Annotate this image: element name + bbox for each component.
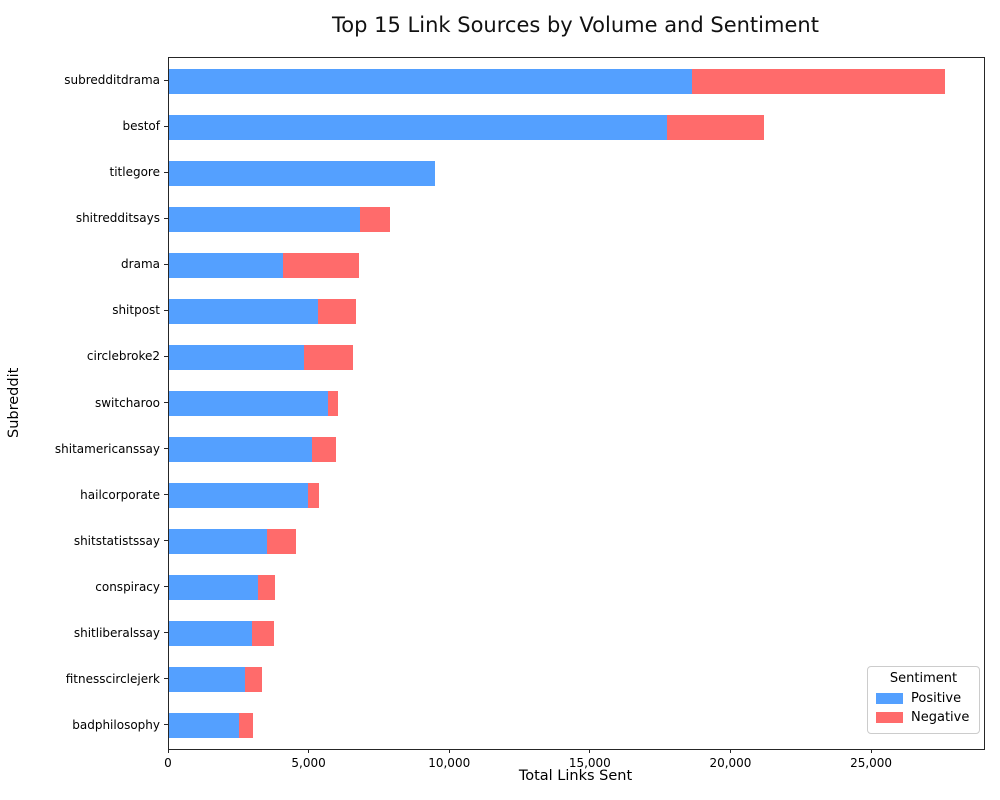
bar-row xyxy=(169,68,984,94)
legend-label-negative: Negative xyxy=(911,710,970,725)
positive-color-swatch xyxy=(876,693,903,704)
y-tick-mark xyxy=(164,540,168,542)
y-tick-label: shitredditsays xyxy=(75,211,160,226)
x-tick-label: 25,000 xyxy=(850,756,893,770)
y-tick-label: shitamericanssay xyxy=(54,441,160,456)
bar-segment-negative xyxy=(267,529,296,555)
bar-segment-positive xyxy=(169,391,329,416)
y-tick-mark xyxy=(164,355,168,357)
bar-segment-negative xyxy=(308,483,320,509)
bar-row xyxy=(169,252,984,278)
x-tick-label: 10,000 xyxy=(428,756,471,770)
y-tick-label: switcharoo xyxy=(94,395,160,410)
y-tick-label: subredditdrama xyxy=(64,73,160,88)
bar-row xyxy=(169,344,984,370)
bar-segment-negative xyxy=(257,575,276,601)
y-tick-label: shitpost xyxy=(112,303,160,318)
bar-segment-positive xyxy=(169,437,313,463)
x-tick-mark xyxy=(448,749,450,753)
bar-segment-positive xyxy=(169,206,361,232)
x-tick-mark xyxy=(729,749,731,753)
y-tick-label: shitstatistssay xyxy=(73,533,160,548)
bar-row xyxy=(169,437,984,463)
bar-row xyxy=(169,391,984,416)
x-tick-label: 15,000 xyxy=(568,756,611,770)
bar-segment-negative xyxy=(312,437,337,463)
y-tick-mark xyxy=(164,263,168,265)
y-tick-mark xyxy=(164,125,168,127)
bar-row xyxy=(169,575,984,601)
bar-segment-negative xyxy=(239,713,253,739)
x-tick-mark xyxy=(589,749,591,753)
bar-row xyxy=(169,713,984,739)
bar-segment-negative xyxy=(666,114,764,140)
y-tick-label: bestof xyxy=(122,119,160,134)
chart-title: Top 15 Link Sources by Volume and Sentim… xyxy=(332,13,819,37)
bar-segment-negative xyxy=(244,667,262,693)
bar-segment-positive xyxy=(169,483,309,509)
x-tick-label: 0 xyxy=(164,756,172,770)
y-tick-label: hailcorporate xyxy=(80,487,160,502)
bar-segment-negative xyxy=(282,252,359,278)
plot-area xyxy=(168,57,985,750)
y-tick-label: drama xyxy=(121,257,160,272)
bar-segment-negative xyxy=(692,68,946,94)
bar-row xyxy=(169,298,984,324)
bar-segment-positive xyxy=(169,160,435,186)
bar-segment-positive xyxy=(169,621,252,647)
x-tick-label: 20,000 xyxy=(709,756,752,770)
y-tick-label: conspiracy xyxy=(95,579,160,594)
x-tick-label: 5,000 xyxy=(291,756,326,770)
bar-segment-positive xyxy=(169,114,667,140)
y-tick-label: titlegore xyxy=(109,165,160,180)
bar-segment-positive xyxy=(169,713,240,739)
y-tick-mark xyxy=(164,632,168,634)
x-tick-mark xyxy=(870,749,872,753)
bar-row xyxy=(169,206,984,232)
legend-label-positive: Positive xyxy=(911,691,962,706)
x-axis-label: Total Links Sent xyxy=(518,768,633,784)
bar-segment-positive xyxy=(169,344,304,370)
bar-segment-positive xyxy=(169,575,258,601)
y-tick-mark xyxy=(164,586,168,588)
y-tick-label: badphilosophy xyxy=(72,717,160,732)
y-tick-mark xyxy=(164,448,168,450)
bar-segment-positive xyxy=(169,298,319,324)
bar-segment-negative xyxy=(303,344,354,370)
y-tick-label: circlebroke2 xyxy=(86,349,160,364)
legend: Sentiment Positive Negative xyxy=(867,666,980,734)
bar-row xyxy=(169,114,984,140)
legend-item-positive: Positive xyxy=(876,689,971,708)
y-tick-mark xyxy=(164,79,168,81)
bar-segment-positive xyxy=(169,667,245,693)
bar-row xyxy=(169,160,984,186)
bar-segment-positive xyxy=(169,252,283,278)
y-tick-mark xyxy=(164,494,168,496)
bar-row xyxy=(169,483,984,509)
bar-segment-positive xyxy=(169,68,693,94)
y-tick-mark xyxy=(164,724,168,726)
bar-segment-negative xyxy=(251,621,275,647)
x-tick-mark xyxy=(308,749,310,753)
y-tick-mark xyxy=(164,171,168,173)
y-tick-mark xyxy=(164,217,168,219)
bar-row xyxy=(169,667,984,693)
bar-segment-positive xyxy=(169,529,268,555)
x-tick-mark xyxy=(167,749,169,753)
bar-segment-negative xyxy=(328,391,338,416)
y-tick-label: shitliberalssay xyxy=(73,625,160,640)
bar-segment-negative xyxy=(318,298,356,324)
legend-title: Sentiment xyxy=(889,671,958,686)
y-tick-mark xyxy=(164,402,168,403)
y-tick-mark xyxy=(164,309,168,311)
bar-row xyxy=(169,621,984,647)
y-tick-label: fitnesscirclejerk xyxy=(65,671,160,686)
legend-item-negative: Negative xyxy=(876,708,971,727)
y-tick-mark xyxy=(164,678,168,680)
bar-segment-negative xyxy=(360,206,390,232)
bar-row xyxy=(169,529,984,555)
negative-color-swatch xyxy=(876,712,903,723)
